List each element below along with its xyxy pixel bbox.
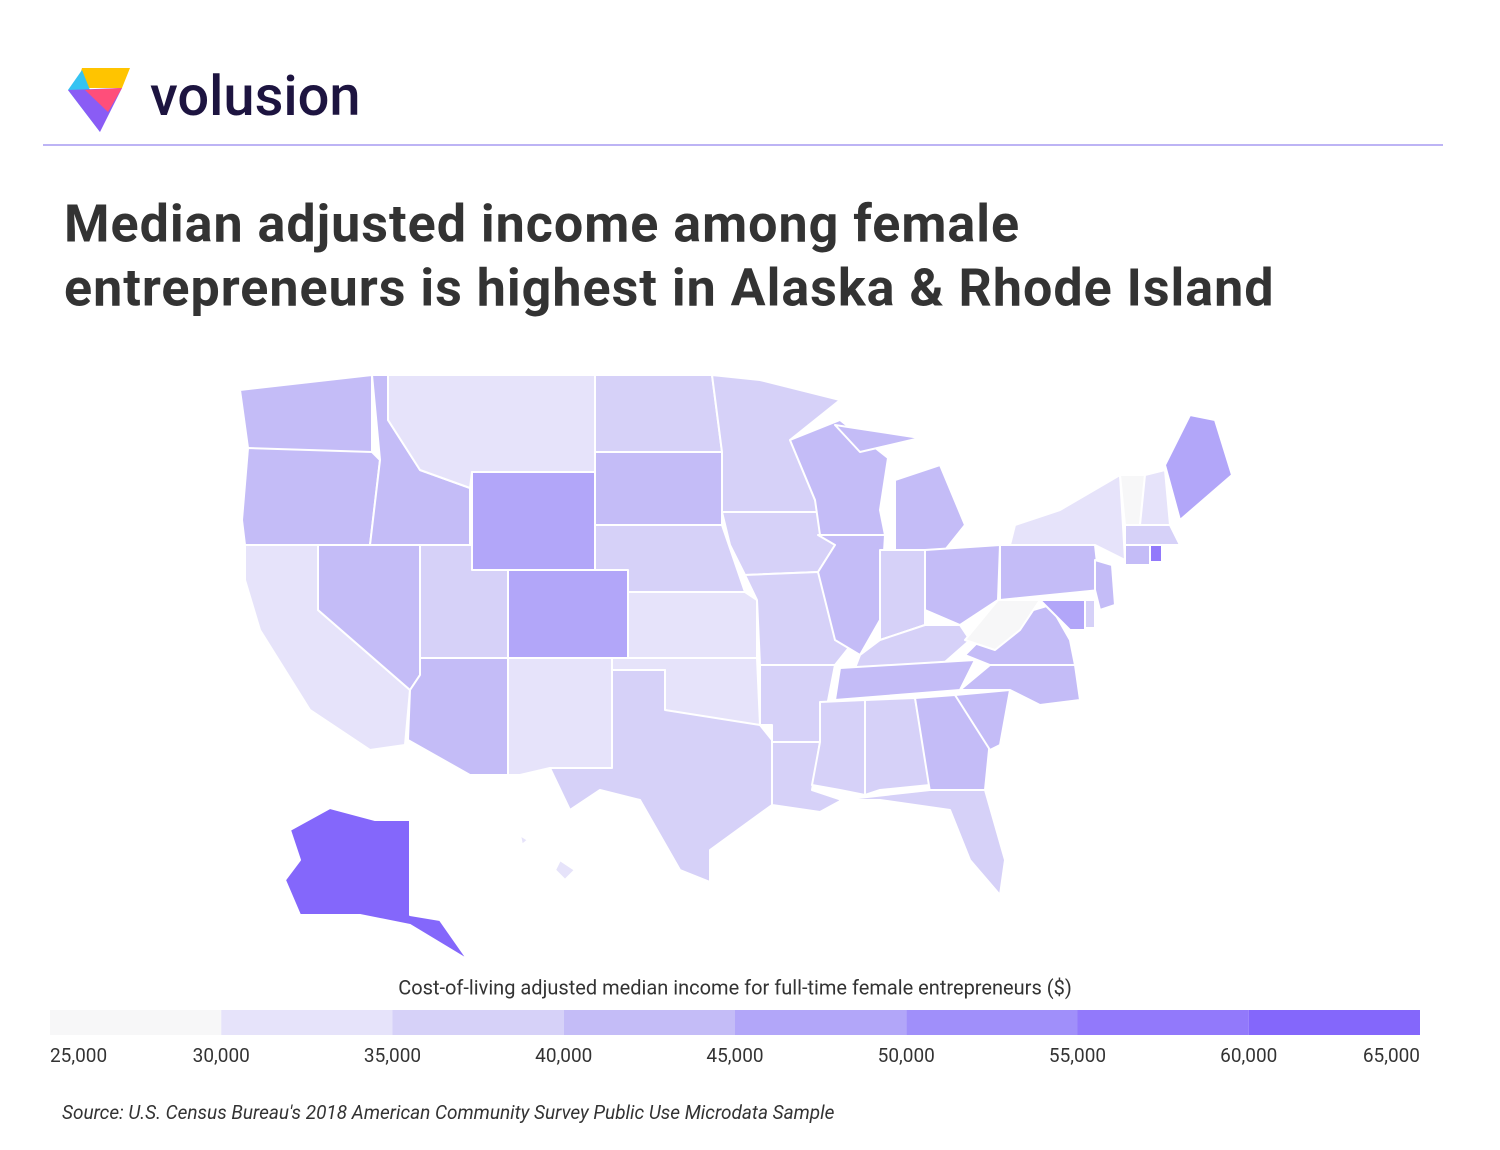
state	[999, 544, 1101, 601]
colorbar-bin	[1077, 1010, 1249, 1035]
state	[1084, 599, 1096, 629]
state	[594, 451, 723, 526]
title-line: entrepreneurs is highest in Alaska & Rho…	[64, 258, 1275, 319]
state	[834, 424, 966, 551]
state	[924, 544, 1001, 626]
tick-label: 55,000	[1049, 1044, 1106, 1067]
state	[954, 689, 1011, 751]
source: Source: U.S. Census Bureau's 2018 Americ…	[62, 1101, 835, 1124]
colorbar-bin	[392, 1010, 564, 1035]
state	[239, 374, 373, 461]
tick-label: 50,000	[878, 1044, 935, 1067]
state	[811, 699, 866, 796]
state	[839, 789, 1006, 896]
state	[471, 471, 596, 571]
title-line: Median adjusted income among female	[64, 194, 1020, 255]
legend-title: Cost-of-living adjusted median income fo…	[398, 975, 1072, 999]
state	[519, 834, 576, 881]
colorbar-bin	[906, 1010, 1078, 1035]
state	[549, 669, 773, 883]
state	[407, 657, 509, 776]
state	[507, 569, 629, 659]
colorbar-bin	[563, 1010, 735, 1035]
state	[627, 591, 758, 659]
tick-label: 25,000	[50, 1044, 107, 1067]
tick-label: 40,000	[535, 1044, 592, 1067]
logo	[68, 68, 130, 132]
tick-label: 65,000	[1363, 1044, 1420, 1067]
tick-label: 30,000	[193, 1044, 250, 1067]
tick-label: 45,000	[706, 1044, 763, 1067]
colorbar-bin	[1248, 1010, 1420, 1035]
state	[964, 599, 1041, 651]
state	[1139, 469, 1171, 526]
map	[239, 374, 1233, 961]
state	[1039, 599, 1086, 631]
state	[1124, 544, 1151, 566]
colorbar-bin	[221, 1010, 393, 1035]
state	[241, 447, 381, 546]
state	[507, 657, 613, 776]
state	[284, 807, 469, 961]
state	[1149, 544, 1163, 563]
state	[1094, 559, 1116, 611]
colorbar-bin	[50, 1010, 222, 1035]
state	[864, 697, 931, 796]
tick-label: 60,000	[1220, 1044, 1277, 1067]
tick-label: 35,000	[364, 1044, 421, 1067]
brand: volusion	[150, 63, 361, 129]
state	[1164, 414, 1233, 521]
colorbar-bin	[735, 1010, 907, 1035]
state	[594, 374, 723, 453]
state	[1124, 524, 1181, 546]
colorbar: 25,000 30,000 35,000 40,000 45,000 50,000 55,0…	[50, 1010, 1420, 1067]
